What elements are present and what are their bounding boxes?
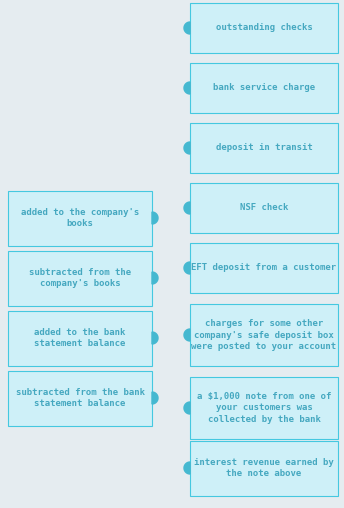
FancyBboxPatch shape [8, 190, 152, 245]
FancyBboxPatch shape [190, 63, 338, 113]
Polygon shape [184, 22, 190, 34]
Text: subtracted from the bank
statement balance: subtracted from the bank statement balan… [15, 388, 144, 408]
Text: added to the company's
books: added to the company's books [21, 208, 139, 229]
Polygon shape [184, 262, 190, 274]
Text: deposit in transit: deposit in transit [216, 143, 312, 152]
FancyBboxPatch shape [190, 304, 338, 366]
Text: outstanding checks: outstanding checks [216, 23, 312, 33]
FancyBboxPatch shape [8, 250, 152, 305]
Text: bank service charge: bank service charge [213, 83, 315, 92]
Polygon shape [184, 142, 190, 154]
FancyBboxPatch shape [8, 370, 152, 426]
FancyBboxPatch shape [190, 3, 338, 53]
FancyBboxPatch shape [190, 123, 338, 173]
Polygon shape [184, 462, 190, 474]
Polygon shape [152, 392, 158, 404]
Text: charges for some other
company's safe deposit box
were posted to your account: charges for some other company's safe de… [192, 319, 336, 352]
FancyBboxPatch shape [190, 183, 338, 233]
Polygon shape [184, 329, 190, 341]
FancyBboxPatch shape [190, 243, 338, 293]
Text: subtracted from the
company's books: subtracted from the company's books [29, 268, 131, 289]
FancyBboxPatch shape [190, 377, 338, 439]
Polygon shape [152, 212, 158, 224]
Polygon shape [184, 82, 190, 94]
Polygon shape [184, 402, 190, 414]
Text: a $1,000 note from one of
your customers was
collected by the bank: a $1,000 note from one of your customers… [197, 392, 331, 424]
Text: interest revenue earned by
the note above: interest revenue earned by the note abov… [194, 458, 334, 479]
Text: NSF check: NSF check [240, 204, 288, 212]
Text: added to the bank
statement balance: added to the bank statement balance [34, 328, 126, 348]
Text: EFT deposit from a customer: EFT deposit from a customer [192, 264, 336, 272]
FancyBboxPatch shape [190, 440, 338, 495]
Polygon shape [152, 272, 158, 284]
Polygon shape [152, 332, 158, 344]
FancyBboxPatch shape [8, 310, 152, 365]
Polygon shape [184, 202, 190, 214]
